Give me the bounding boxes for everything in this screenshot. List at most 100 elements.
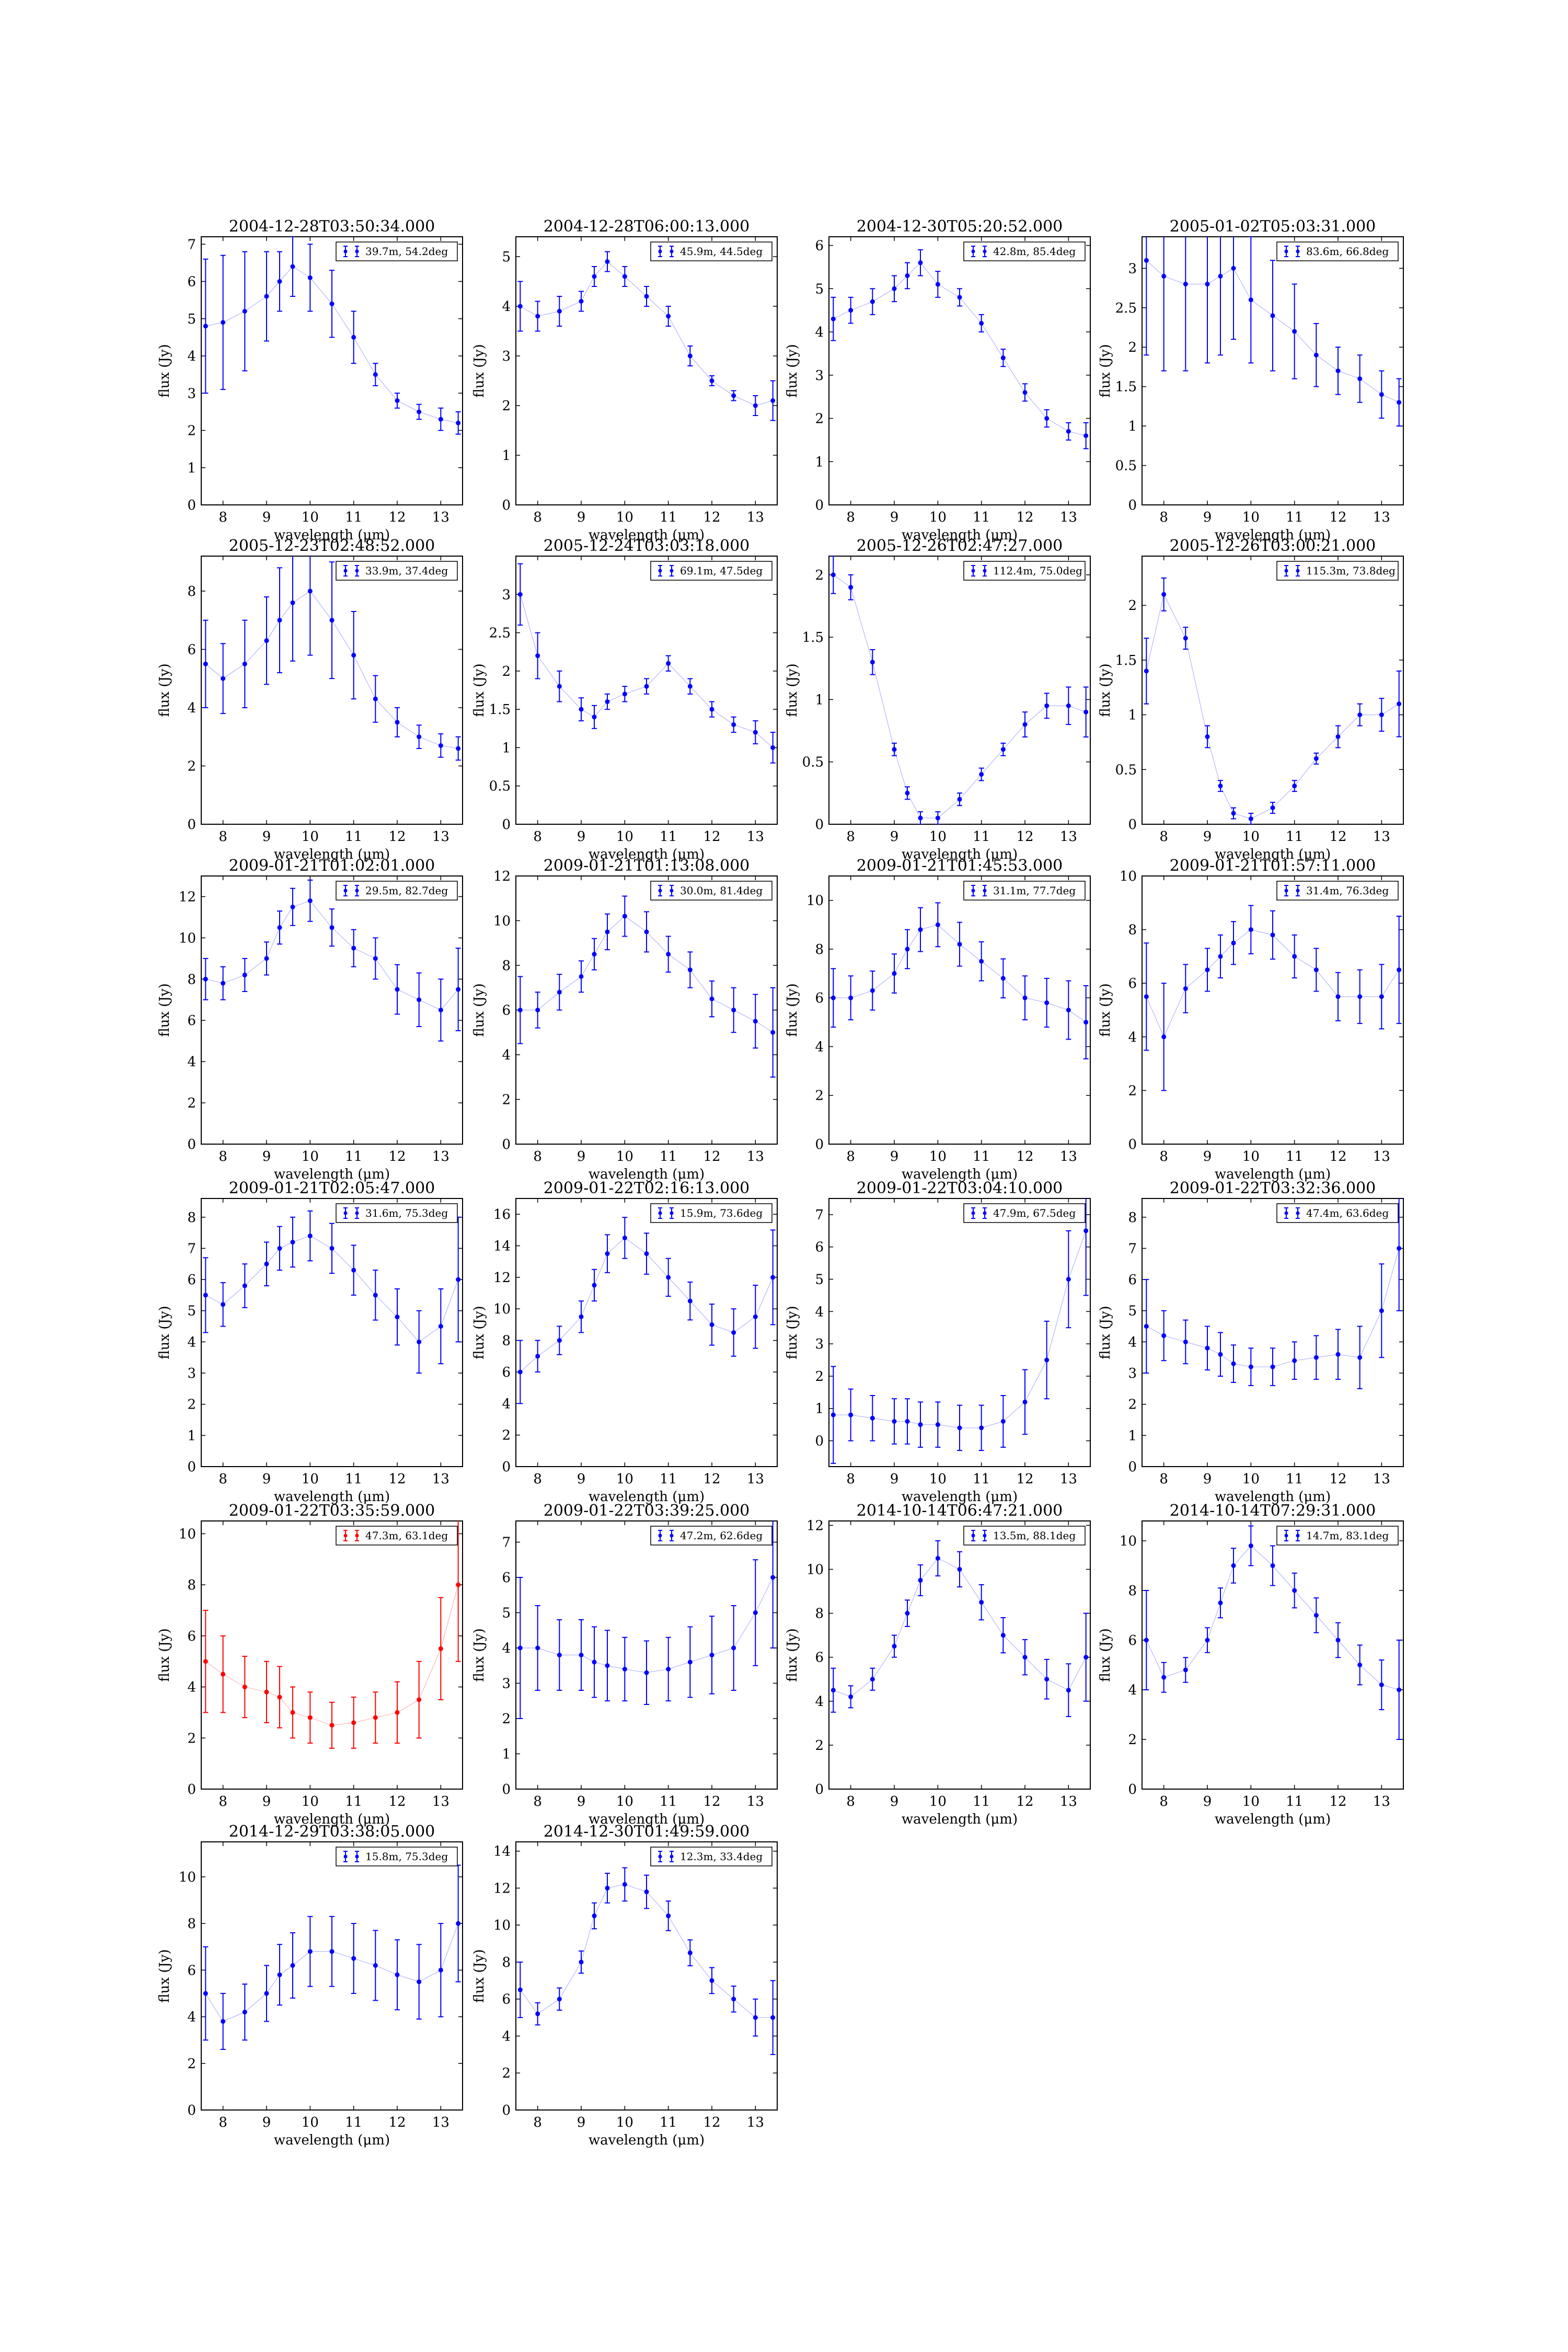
x-tick-label: 10 (302, 510, 319, 525)
y-axis-label: flux (Jy) (471, 663, 487, 717)
y-tick-label: 12 (493, 869, 511, 884)
data-point (709, 1322, 714, 1327)
y-tick-label: 0 (1128, 1137, 1137, 1152)
y-tick-label: 4 (815, 1039, 824, 1055)
legend-marker-icon (670, 889, 674, 893)
data-point (1144, 1324, 1149, 1329)
y-tick-label: 0 (815, 1782, 824, 1797)
data-point (351, 1956, 356, 1961)
data-point (329, 1723, 335, 1728)
data-point (307, 1233, 313, 1239)
data-point (905, 1419, 910, 1424)
legend-label: 47.3m, 63.1deg (365, 1529, 448, 1542)
x-tick-label: 10 (929, 1149, 947, 1165)
y-tick-label: 1 (1128, 708, 1137, 723)
data-point (438, 1008, 443, 1012)
y-tick-label: 3 (187, 1366, 196, 1381)
series-line (205, 266, 458, 423)
y-tick-label: 5 (815, 1272, 824, 1288)
data-point (957, 797, 962, 802)
x-tick-label: 12 (703, 1471, 720, 1487)
subplot-title: 2005-12-26T03:00:21.000 (1170, 537, 1376, 555)
data-point (535, 1008, 540, 1012)
data-point (221, 2019, 226, 2024)
data-point (770, 1275, 776, 1280)
subplot-title: 2005-01-02T05:03:31.000 (1170, 217, 1376, 236)
data-point (290, 1240, 295, 1245)
y-tick-label: 2 (502, 664, 511, 679)
legend: 83.6m, 66.8deg (1276, 241, 1399, 261)
y-tick-label: 10 (179, 1526, 196, 1542)
legend-label: 31.1m, 77.7deg (993, 884, 1076, 897)
y-tick-label: 8 (1128, 923, 1137, 938)
data-point (329, 618, 335, 623)
x-tick-label: 8 (218, 1149, 227, 1165)
data-point (1248, 1543, 1253, 1548)
y-tick-label: 2 (815, 1088, 824, 1104)
data-point (438, 417, 443, 422)
legend-marker-icon (355, 569, 359, 573)
y-tick-label: 2.5 (489, 626, 511, 641)
subplot-14: 2009-01-22T02:16:13.000 8 9 10 11 12 13 wavelen… (471, 1179, 778, 1505)
y-tick-label: 6 (815, 238, 824, 254)
y-tick-label: 3 (1128, 261, 1137, 276)
x-tick-label: 12 (388, 2115, 406, 2130)
data-point (1205, 967, 1210, 973)
subplot-title: 2014-10-14T06:47:21.000 (857, 1502, 1063, 1520)
legend-marker-icon (658, 1534, 662, 1538)
x-tick-label: 11 (345, 510, 362, 525)
y-tick-label: 2 (1128, 1397, 1137, 1413)
data-point (1335, 994, 1341, 999)
data-point (1044, 1677, 1050, 1682)
y-tick-label: 1 (187, 1428, 196, 1444)
data-point (557, 1338, 562, 1343)
legend-marker-icon (983, 1211, 987, 1215)
series-7 (831, 556, 1089, 824)
x-tick-label: 9 (1203, 1794, 1212, 1809)
data-point (221, 320, 226, 325)
y-tick-label: 16 (493, 1207, 511, 1223)
data-point (395, 1315, 400, 1320)
y-tick-label: 6 (502, 1365, 511, 1380)
data-point (687, 353, 693, 359)
data-point (1335, 1352, 1341, 1357)
data-point (456, 1582, 461, 1587)
axes-frame (828, 556, 1091, 825)
y-tick-label: 12 (493, 1270, 511, 1286)
series-2 (517, 251, 776, 421)
legend: 42.8m, 85.4deg (963, 241, 1086, 261)
series-line (205, 1236, 459, 1343)
x-tick-label: 8 (533, 1149, 542, 1165)
x-tick-label: 13 (747, 1471, 764, 1487)
data-point (456, 1277, 461, 1282)
data-point (918, 927, 923, 932)
x-tick-label: 9 (577, 829, 586, 845)
x-tick-label: 12 (1329, 829, 1346, 845)
x-tick-label: 12 (703, 510, 720, 525)
data-point (242, 1685, 247, 1690)
data-point (592, 714, 597, 720)
data-point (1292, 783, 1297, 789)
x-tick-label: 12 (1329, 510, 1346, 525)
x-tick-label: 12 (1329, 1471, 1346, 1487)
y-tick-label: 4 (187, 1334, 196, 1350)
x-tick-label: 9 (262, 829, 271, 845)
data-point (753, 403, 758, 408)
data-point (579, 1959, 584, 1965)
data-point (579, 974, 584, 979)
data-point (709, 1978, 714, 1983)
data-point (770, 745, 776, 750)
data-point (1022, 1655, 1028, 1660)
y-tick-label: 0 (1128, 1782, 1137, 1797)
x-tick-label: 11 (345, 2115, 362, 2130)
x-tick-label: 12 (703, 2115, 720, 2130)
legend-marker-icon (1296, 569, 1300, 573)
x-tick-label: 9 (262, 2115, 271, 2130)
x-axis-label: wavelength (μm) (1215, 527, 1331, 543)
data-point (438, 743, 443, 748)
y-tick-label: 2 (815, 1738, 824, 1754)
data-point (264, 956, 269, 961)
subplot-title: 2004-12-30T05:20:52.000 (857, 217, 1063, 236)
x-tick-label: 10 (616, 510, 633, 525)
